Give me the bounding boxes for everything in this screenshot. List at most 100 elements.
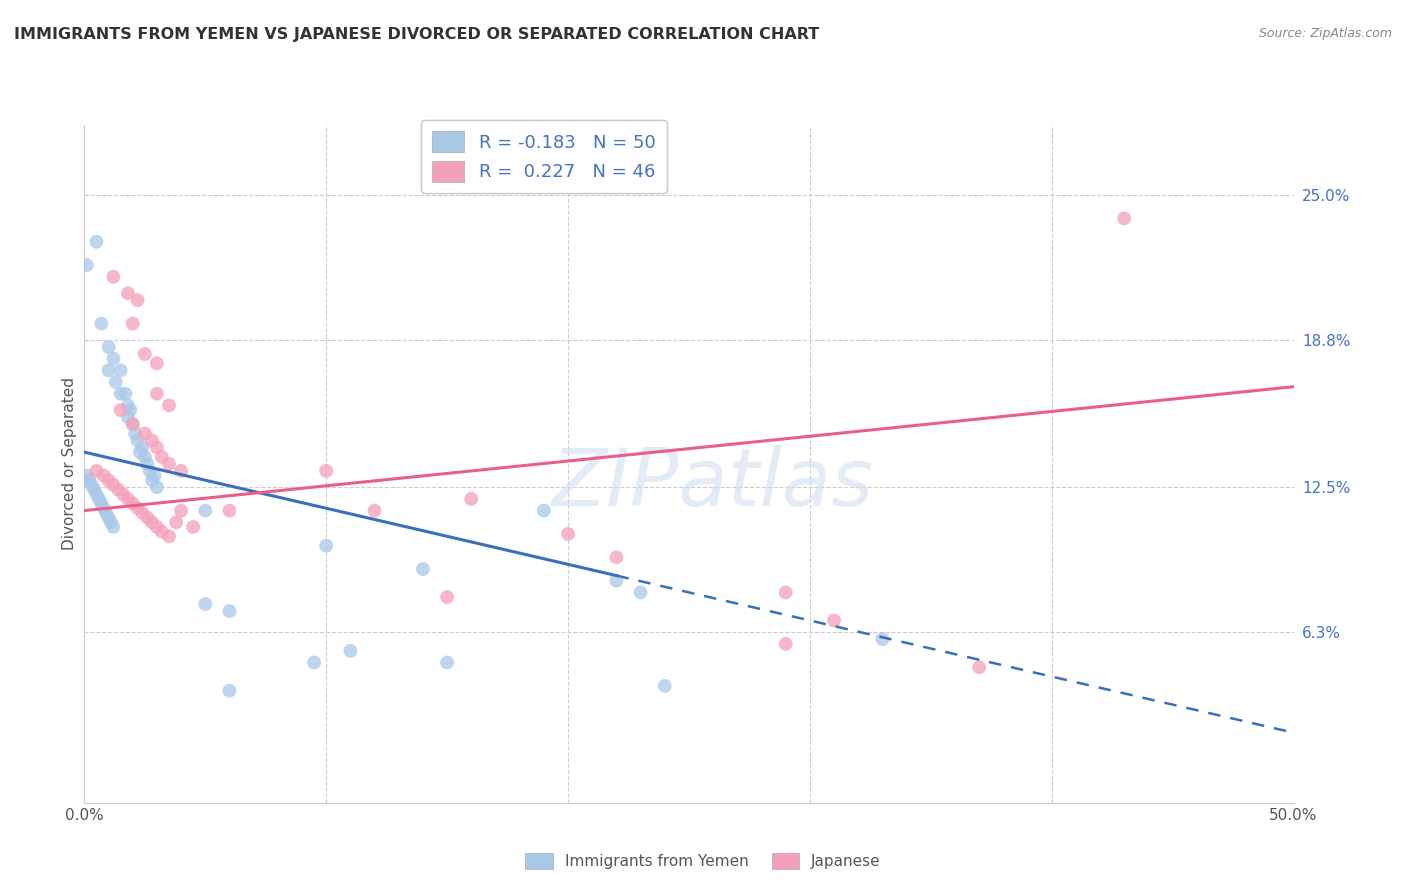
Point — [100, 516, 122, 530]
Point — [114, 386, 136, 401]
Point — [775, 585, 797, 599]
Point — [103, 520, 125, 534]
Point — [146, 356, 169, 370]
Point — [127, 293, 149, 308]
Point — [302, 656, 325, 670]
Point — [165, 516, 187, 530]
Point — [218, 683, 240, 698]
Point — [136, 457, 159, 471]
Point — [86, 464, 108, 478]
Point — [533, 503, 555, 517]
Point — [134, 426, 156, 441]
Point — [146, 520, 169, 534]
Point — [76, 258, 98, 272]
Point — [872, 632, 894, 647]
Point — [110, 403, 132, 417]
Point — [136, 510, 159, 524]
Point — [157, 457, 180, 471]
Point — [104, 375, 127, 389]
Point — [1114, 211, 1136, 226]
Point — [76, 468, 98, 483]
Point — [134, 347, 156, 361]
Point — [97, 340, 120, 354]
Point — [194, 597, 217, 611]
Point — [138, 464, 160, 478]
Point — [823, 614, 845, 628]
Point — [181, 520, 204, 534]
Point — [83, 483, 105, 497]
Text: ZIPatlas: ZIPatlas — [553, 445, 875, 524]
Point — [90, 317, 112, 331]
Point — [141, 516, 163, 530]
Point — [117, 410, 139, 425]
Point — [121, 417, 143, 431]
Point — [170, 464, 193, 478]
Point — [117, 491, 139, 506]
Point — [117, 398, 139, 412]
Point — [121, 317, 143, 331]
Point — [131, 506, 153, 520]
Point — [605, 550, 627, 565]
Point — [157, 529, 180, 543]
Point — [146, 480, 169, 494]
Point — [134, 450, 156, 464]
Point — [630, 585, 652, 599]
Point — [77, 473, 100, 487]
Point — [218, 604, 240, 618]
Point — [94, 506, 117, 520]
Point — [80, 478, 103, 492]
Point — [117, 286, 139, 301]
Point — [315, 464, 337, 478]
Point — [557, 527, 579, 541]
Point — [86, 235, 108, 249]
Point — [412, 562, 434, 576]
Point — [170, 503, 193, 517]
Point — [129, 445, 152, 459]
Point — [120, 403, 142, 417]
Point — [363, 503, 385, 517]
Point — [150, 450, 173, 464]
Point — [124, 426, 146, 441]
Point — [97, 510, 120, 524]
Point — [775, 637, 797, 651]
Point — [605, 574, 627, 588]
Text: IMMIGRANTS FROM YEMEN VS JAPANESE DIVORCED OR SEPARATED CORRELATION CHART: IMMIGRANTS FROM YEMEN VS JAPANESE DIVORC… — [14, 27, 820, 42]
Point — [127, 434, 149, 448]
Point — [150, 524, 173, 539]
Point — [218, 503, 240, 517]
Point — [103, 351, 125, 366]
Point — [315, 539, 337, 553]
Point — [103, 269, 125, 284]
Legend: Immigrants from Yemen, Japanese: Immigrants from Yemen, Japanese — [519, 847, 887, 875]
Point — [93, 501, 115, 516]
Point — [131, 441, 153, 455]
Point — [141, 434, 163, 448]
Point — [146, 386, 169, 401]
Point — [110, 386, 132, 401]
Point — [967, 660, 990, 674]
Point — [157, 398, 180, 412]
Point — [107, 483, 129, 497]
Point — [460, 491, 482, 506]
Point — [87, 491, 110, 506]
Point — [93, 468, 115, 483]
Point — [194, 503, 217, 517]
Point — [112, 487, 135, 501]
Point — [436, 590, 458, 604]
Y-axis label: Divorced or Separated: Divorced or Separated — [62, 377, 77, 550]
Point — [654, 679, 676, 693]
Point — [339, 644, 361, 658]
Point — [97, 363, 120, 377]
Point — [141, 473, 163, 487]
Point — [86, 487, 108, 501]
Point — [110, 363, 132, 377]
Legend: R = -0.183   N = 50, R =  0.227   N = 46: R = -0.183 N = 50, R = 0.227 N = 46 — [422, 120, 666, 193]
Point — [121, 497, 143, 511]
Point — [97, 473, 120, 487]
Point — [127, 501, 149, 516]
Point — [90, 497, 112, 511]
Point — [121, 417, 143, 431]
Point — [143, 468, 166, 483]
Point — [436, 656, 458, 670]
Point — [146, 441, 169, 455]
